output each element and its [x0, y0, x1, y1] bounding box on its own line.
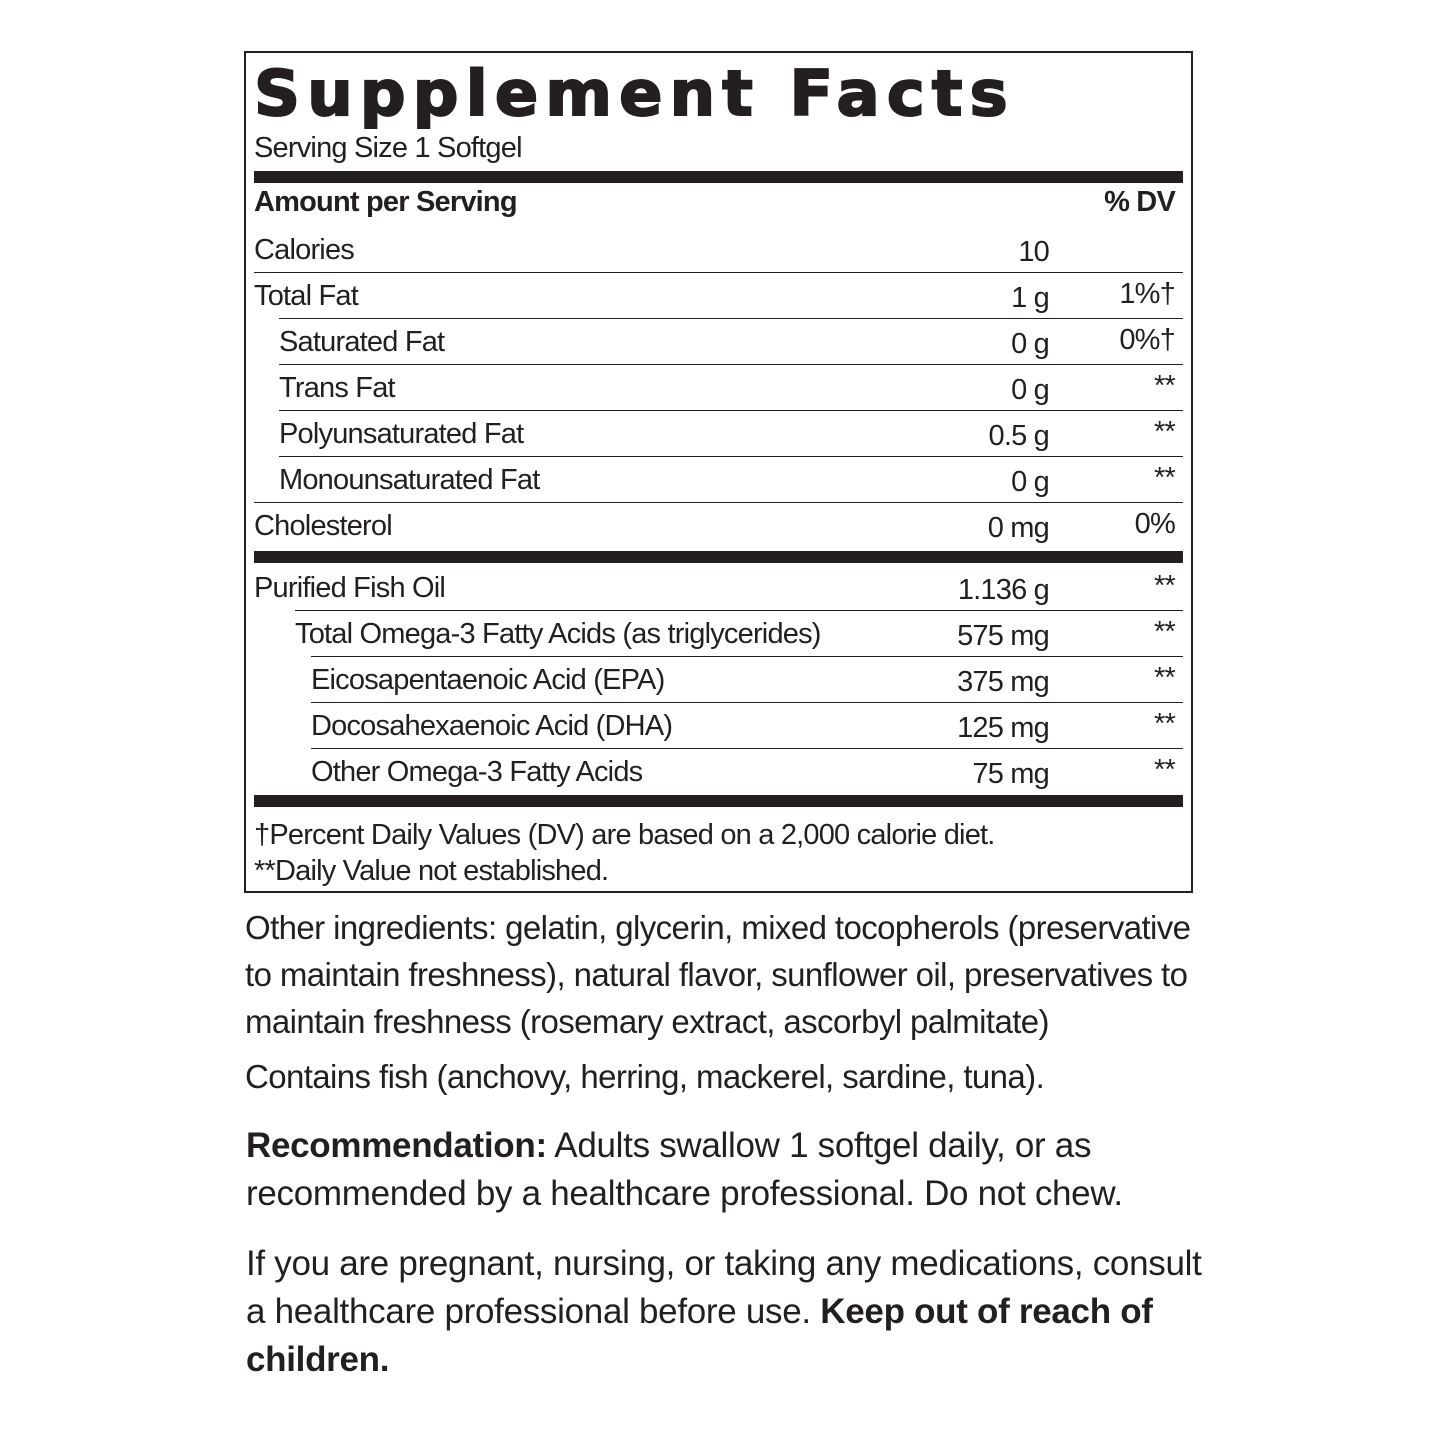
nutrient-dv: **: [1154, 416, 1176, 448]
table-row: Cholesterol 0 mg 0%: [254, 502, 1183, 548]
nutrient-label: Monounsaturated Fat: [279, 464, 540, 496]
nutrient-label: Other Omega-3 Fatty Acids: [311, 756, 643, 788]
nutrient-dv: **: [1154, 708, 1176, 740]
footnote-not-established: **Daily Value not established.: [254, 855, 609, 887]
nutrient-label: Total Omega-3 Fatty Acids (as triglyceri…: [295, 618, 821, 650]
nutrient-label: Trans Fat: [279, 372, 396, 404]
thick-divider: [254, 171, 1183, 183]
supplement-facts-panel: Supplement Facts Serving Size 1 Softgel …: [244, 51, 1193, 893]
nutrient-dv: **: [1154, 570, 1176, 602]
nutrient-dv: **: [1154, 662, 1176, 694]
panel-title: Supplement Facts: [253, 56, 1015, 131]
nutrient-label: Purified Fish Oil: [254, 572, 446, 604]
table-row: Total Omega-3 Fatty Acids (as triglyceri…: [295, 610, 1183, 656]
ingredient-rows: Purified Fish Oil 1.136 g ** Total Omega-3 …: [254, 565, 1183, 794]
footnote-dv: †Percent Daily Values (DV) are based on …: [254, 819, 995, 851]
dv-header: % DV: [1104, 186, 1176, 218]
nutrient-dv: **: [1154, 462, 1176, 494]
table-row: Docosahexaenoic Acid (DHA) 125 mg **: [311, 702, 1183, 748]
allergen-statement: Contains fish (anchovy, herring, mackere…: [245, 1058, 1045, 1095]
nutrient-amount: 0 mg: [987, 512, 1050, 544]
table-row: Saturated Fat 0 g 0%†: [279, 318, 1183, 364]
nutrient-label: Polyunsaturated Fat: [279, 418, 524, 450]
nutrient-amount: 1.136 g: [957, 574, 1050, 606]
recommendation-text: Adults swallow 1 softgel daily, or as re…: [246, 1126, 1123, 1213]
table-row: Total Fat 1 g 1%†: [254, 272, 1183, 318]
table-row: Eicosapentaenoic Acid (EPA) 375 mg **: [311, 656, 1183, 702]
nutrient-label: Eicosapentaenoic Acid (EPA): [311, 664, 665, 696]
table-row: Calories 10: [254, 227, 1183, 272]
nutrient-label: Total Fat: [254, 280, 359, 312]
nutrient-label: Docosahexaenoic Acid (DHA): [311, 710, 673, 742]
other-ingredients: Other ingredients: gelatin, glycerin, mi…: [245, 909, 1191, 1040]
nutrient-amount: 0.5 g: [988, 420, 1050, 452]
nutrient-amount: 1 g: [1011, 282, 1050, 314]
nutrient-amount: 0 g: [1011, 374, 1050, 406]
warning-bold: Keep out of reach of children.: [246, 1292, 1153, 1379]
table-header: Amount per Serving % DV: [254, 183, 1183, 227]
nutrient-amount: 125 mg: [957, 712, 1050, 744]
table-row: Purified Fish Oil 1.136 g **: [254, 565, 1183, 610]
nutrient-label: Cholesterol: [254, 510, 393, 542]
thick-divider: [254, 795, 1183, 807]
nutrient-amount: 0 g: [1011, 466, 1050, 498]
nutrient-dv: **: [1154, 616, 1176, 648]
recommendation-label: Recommendation:: [246, 1126, 547, 1165]
warning: If you are pregnant, nursing, or taking …: [246, 1240, 1206, 1384]
table-row: Monounsaturated Fat 0 g **: [279, 456, 1183, 502]
nutrient-amount: 75 mg: [972, 758, 1049, 790]
table-row: Other Omega-3 Fatty Acids 75 mg **: [311, 748, 1183, 794]
nutrient-amount: 10: [1018, 236, 1049, 268]
nutrient-dv: **: [1154, 370, 1176, 402]
nutrient-label: Saturated Fat: [279, 326, 445, 358]
nutrient-dv: 1%†: [1119, 278, 1175, 310]
footnotes: †Percent Daily Values (DV) are based on …: [254, 817, 1183, 889]
nutrient-amount: 375 mg: [957, 666, 1050, 698]
serving-size: Serving Size 1 Softgel: [254, 132, 523, 164]
nutrient-dv: 0%†: [1119, 324, 1175, 356]
warning-text: If you are pregnant, nursing, or taking …: [246, 1244, 1202, 1331]
table-row: Polyunsaturated Fat 0.5 g **: [279, 410, 1183, 456]
nutrient-dv: **: [1154, 754, 1176, 786]
nutrient-amount: 575 mg: [957, 620, 1050, 652]
nutrient-dv: 0%: [1134, 508, 1176, 540]
table-row: Trans Fat 0 g **: [279, 364, 1183, 410]
nutrient-label: Calories: [254, 234, 355, 266]
amount-header: Amount per Serving: [254, 186, 518, 218]
nutrient-rows: Calories 10 Total Fat 1 g 1%† Saturated Fat 0 …: [254, 227, 1183, 548]
thick-divider: [254, 551, 1183, 563]
recommendation: Recommendation: Adults swallow 1 softgel…: [246, 1122, 1206, 1218]
nutrient-amount: 0 g: [1011, 328, 1050, 360]
